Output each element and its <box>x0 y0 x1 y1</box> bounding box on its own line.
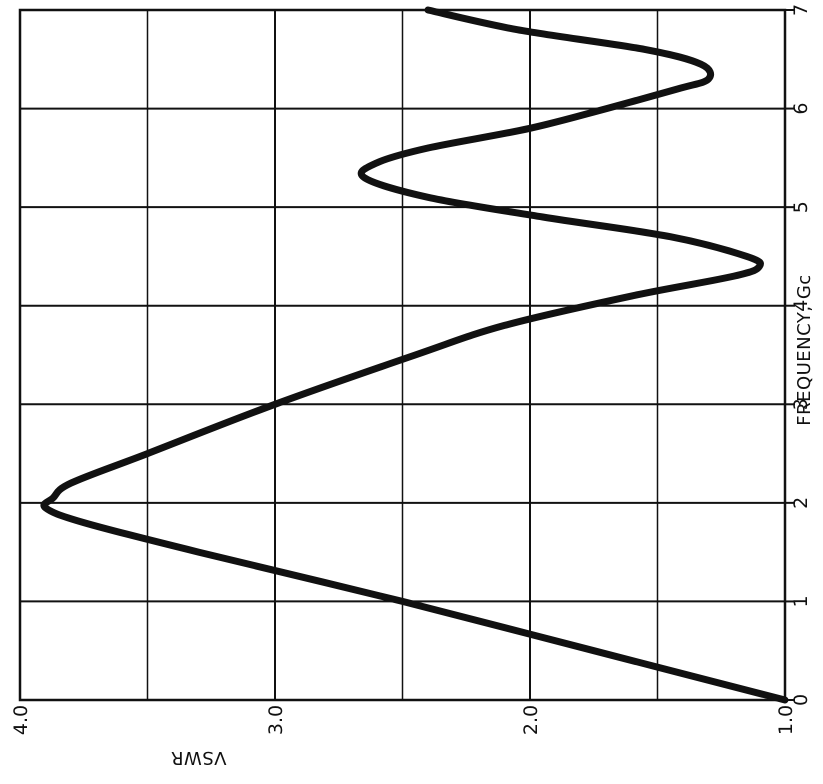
plot-border <box>18 8 787 702</box>
y-tick-3.0: 3.0 <box>265 705 287 735</box>
x-tick-labels: 0 1 2 3 4 5 6 7 <box>790 4 812 706</box>
x-tick-5: 5 <box>790 201 812 213</box>
y-tick-2.0: 2.0 <box>520 705 542 735</box>
x-tick-4: 4 <box>790 300 812 312</box>
grid <box>19 9 786 701</box>
y-axis-label: VSWR <box>170 747 226 768</box>
x-tick-1: 1 <box>790 595 812 607</box>
x-tick-7: 7 <box>790 4 812 16</box>
x-tick-2: 2 <box>790 497 812 509</box>
x-tick-3: 3 <box>790 398 812 410</box>
x-tick-0: 0 <box>790 694 812 706</box>
y-tick-1.0: 1.0 <box>775 705 797 735</box>
vswr-curve <box>40 6 789 704</box>
x-axis-label: FREQUENCY, Gc <box>794 274 815 425</box>
y-tick-4.0: 4.0 <box>10 705 32 735</box>
curve-layer <box>40 6 789 704</box>
y-tick-labels: 1.0 2.0 3.0 4.0 <box>10 705 797 735</box>
x-tick-6: 6 <box>790 103 812 115</box>
